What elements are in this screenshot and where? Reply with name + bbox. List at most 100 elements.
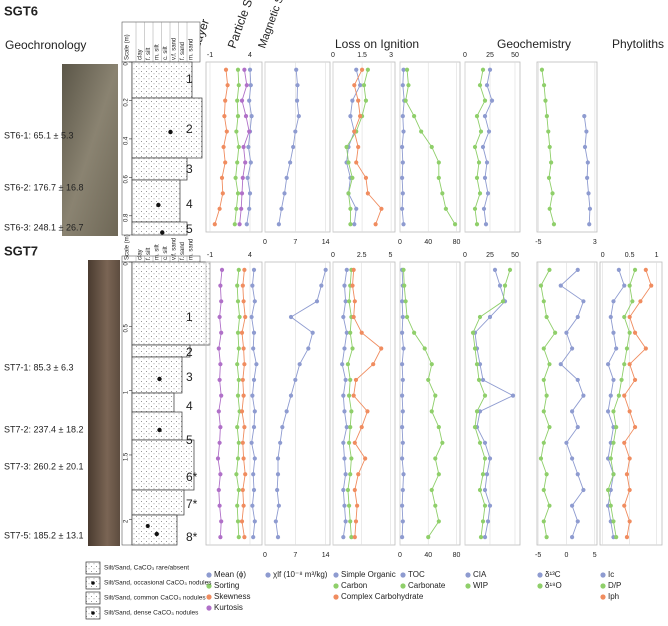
data-point [319, 283, 324, 288]
series-line [472, 269, 511, 538]
date-label: ST7-1: 85.3 ± 6.3 [4, 362, 73, 372]
grain-size: m. silt [155, 244, 161, 260]
lithology-swatch [85, 561, 101, 575]
data-point [643, 267, 648, 272]
scale-label: Scale (m) [125, 234, 131, 260]
layer-label: 4 [186, 399, 193, 413]
data-point [356, 472, 361, 477]
data-point [547, 503, 552, 508]
data-point [240, 377, 245, 383]
legend-marker [206, 572, 212, 578]
series-line [583, 116, 591, 225]
data-point [358, 83, 363, 88]
x-tick-label: 4 [248, 52, 252, 59]
data-point [433, 393, 438, 398]
data-point [440, 440, 445, 445]
column-header: Phytoliths [612, 37, 664, 51]
data-point [400, 503, 405, 508]
data-point [234, 472, 239, 477]
photo [88, 260, 120, 546]
data-point [346, 503, 352, 508]
nodule [145, 524, 150, 528]
data-point [486, 129, 492, 134]
data-point [539, 67, 545, 72]
data-point [276, 503, 281, 508]
data-point [249, 440, 254, 445]
data-point [477, 362, 483, 367]
data-point [541, 377, 546, 383]
data-point [348, 113, 353, 119]
plot-frame [399, 261, 461, 546]
data-point [246, 144, 251, 150]
date-label: ST6-3: 248.1 ± 26.7 [4, 222, 84, 232]
data-point [622, 283, 627, 288]
data-point [242, 535, 247, 540]
data-point [241, 144, 246, 150]
data-point [237, 314, 242, 320]
scale-strip [121, 61, 133, 236]
data-point [350, 98, 355, 103]
data-point [553, 330, 558, 335]
data-point [235, 330, 241, 335]
x-tick-label: 40 [424, 239, 432, 246]
column-header: Magnetic Susceptibility [256, 0, 306, 50]
data-point [472, 424, 478, 430]
legend-label: Mean (ϕ) [214, 570, 246, 579]
data-point [356, 98, 361, 103]
layer-box [131, 344, 191, 358]
layer-label: 6* [186, 470, 198, 484]
data-point [235, 456, 241, 461]
data-point [436, 175, 441, 181]
data-point [401, 129, 406, 134]
data-point [480, 67, 486, 72]
data-point [484, 83, 490, 88]
data-point [249, 113, 254, 119]
data-point [218, 472, 223, 477]
data-point [477, 440, 483, 445]
data-point [355, 503, 360, 508]
data-point [541, 299, 546, 304]
data-point [429, 409, 434, 414]
data-point [487, 314, 493, 320]
scale-tick-label: 0 [124, 262, 130, 266]
data-point [575, 314, 580, 320]
data-point [310, 330, 315, 335]
data-point [242, 362, 247, 367]
data-point [247, 191, 253, 196]
data-point [484, 160, 490, 165]
layer-box [131, 392, 175, 413]
data-point [480, 472, 486, 477]
data-point [251, 330, 257, 335]
data-point [275, 456, 281, 461]
data-point [403, 299, 408, 304]
layer-label: 3 [186, 162, 193, 176]
x-tick-label: -5 [535, 239, 541, 246]
legend-label: δ¹⁸O [545, 581, 562, 590]
data-point [429, 362, 434, 367]
grain-size: c. silt [163, 246, 169, 260]
data-point [541, 409, 546, 414]
data-point [363, 98, 369, 103]
data-point [575, 519, 580, 524]
series-line [560, 269, 584, 538]
data-point [477, 191, 483, 196]
data-point [218, 362, 223, 367]
data-point [243, 113, 249, 119]
data-point [614, 346, 619, 351]
data-point [243, 160, 248, 165]
data-point [400, 160, 405, 165]
data-point [240, 175, 245, 181]
data-point [351, 267, 356, 272]
data-point [478, 129, 484, 134]
x-tick-label: 14 [322, 239, 330, 246]
data-point [614, 424, 619, 430]
data-point [569, 346, 575, 351]
data-point [433, 503, 438, 508]
x-tick-label: 50 [511, 52, 519, 59]
data-point [279, 206, 284, 211]
data-point [584, 129, 589, 134]
data-point [472, 144, 478, 150]
x-tick-label: 80 [453, 239, 461, 246]
x-tick-label: 4 [248, 252, 252, 259]
